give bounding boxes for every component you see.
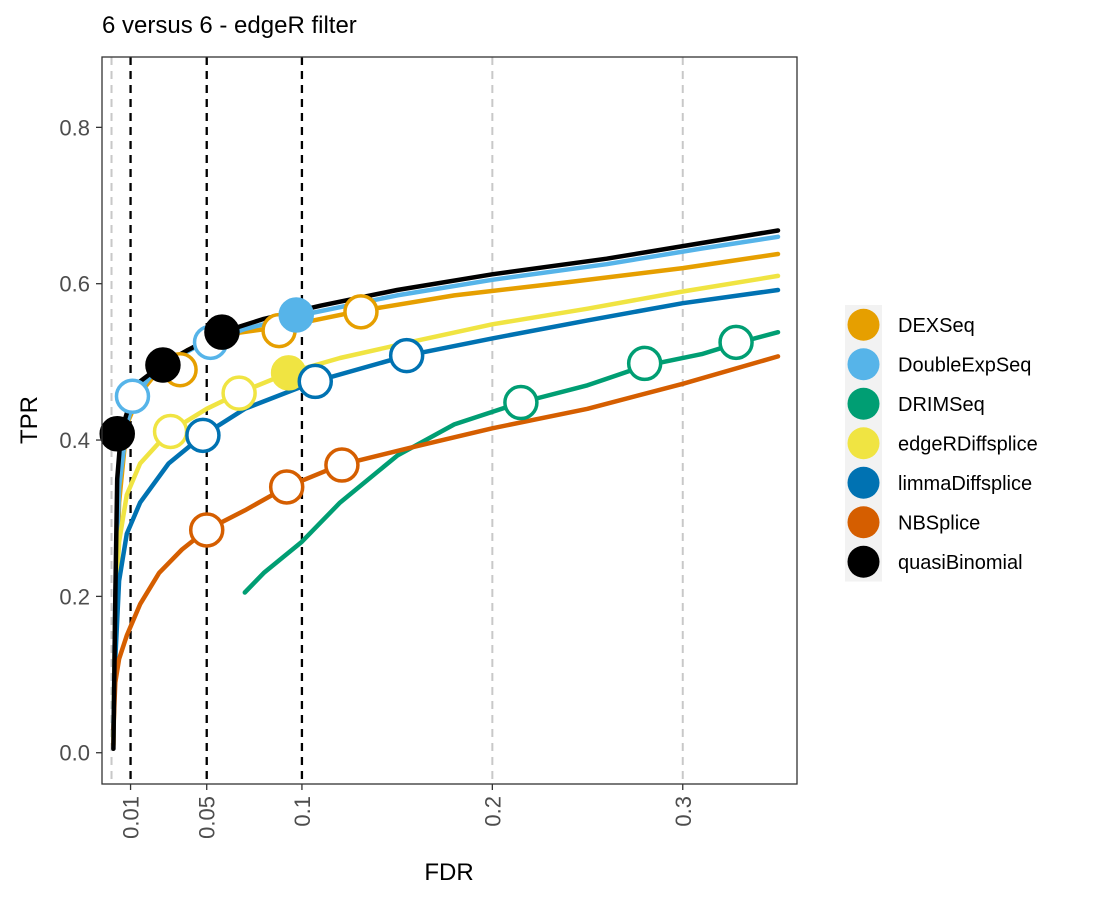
legend-label-edgeRDiffsplice: edgeRDiffsplice [898,433,1038,455]
x-axis-label: FDR [424,859,473,886]
y-tick-label-2: 0.4 [59,428,90,453]
point-quasiBinomial-2 [204,314,240,350]
series-line-NBSplice [111,354,781,732]
panel-border [101,56,798,785]
point-limmaDiffsplice-2 [388,337,425,374]
point-DoubleExpSeq-0 [114,378,151,415]
series-line-limmaDiffsplice [111,287,781,732]
point-limmaDiffsplice-1 [297,363,334,400]
point-edgeRDiffsplice-1 [221,375,257,411]
legend-key-DoubleExpSeq [847,348,880,381]
point-edgeRDiffsplice-0 [152,413,189,450]
x-tick-label-1: 0.05 [195,796,220,839]
point-DRIMSeq-1 [626,345,663,382]
y-axis-label: TPR [16,396,43,444]
legend-label-NBSplice: NBSplice [898,512,980,534]
legend-label-quasiBinomial: quasiBinomial [898,552,1023,574]
point-quasiBinomial-1 [145,347,181,383]
point-DoubleExpSeq-2 [278,297,314,333]
legend-label-limmaDiffsplice: limmaDiffsplice [898,473,1032,495]
point-quasiBinomial-0 [99,416,135,452]
point-DRIMSeq-0 [503,384,539,421]
point-NBSplice-2 [324,447,360,483]
legend-key-DRIMSeq [847,387,880,420]
legend-key-DEXSeq [847,308,880,341]
chart-title: 6 versus 6 - edgeR filter [102,12,357,39]
y-tick-label-1: 0.2 [59,584,90,609]
threshold-lines [129,57,304,784]
x-tick-label-0: 0.01 [119,796,144,839]
point-NBSplice-0 [188,512,225,548]
legend: DEXSeq DoubleExpSeq DRIMSeq edgeRDiffsplice… [845,305,1038,582]
x-tick-label-4: 0.3 [671,796,696,827]
legend-label-DRIMSeq: DRIMSeq [898,394,985,416]
legend-key-quasiBinomial [847,545,880,578]
legend-key-edgeRDiffsplice [847,427,880,460]
y-tick-label-3: 0.6 [59,272,90,297]
point-NBSplice-1 [268,469,305,505]
y-axis: 0.0 0.2 0.4 0.6 0.8 [59,115,102,766]
point-DEXSeq-2 [343,294,379,330]
x-tick-label-3: 0.2 [480,796,505,827]
series-lines [111,228,781,752]
legend-key-limmaDiffsplice [847,466,880,499]
y-tick-label-4: 0.8 [59,115,90,140]
point-DRIMSeq-2 [718,324,754,361]
y-tick-label-0: 0.0 [59,741,90,766]
series-line-DoubleExpSeq [111,234,781,740]
legend-label-DoubleExpSeq: DoubleExpSeq [898,354,1031,376]
point-limmaDiffsplice-0 [185,417,221,454]
legend-label-DEXSeq: DEXSeq [898,315,975,337]
series-points [99,294,754,548]
series-line-DRIMSeq [242,329,781,595]
legend-key-NBSplice [847,506,880,539]
series-line-quasiBinomial [111,228,781,752]
x-tick-label-2: 0.1 [290,796,315,827]
x-axis: 0.01 0.05 0.1 0.2 0.3 [119,784,696,839]
